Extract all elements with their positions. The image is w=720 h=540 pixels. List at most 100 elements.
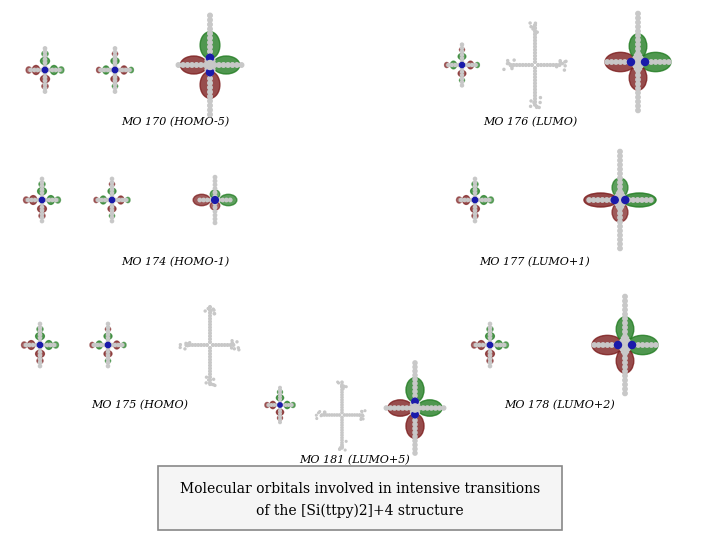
- Circle shape: [213, 194, 217, 198]
- Circle shape: [461, 43, 464, 46]
- Circle shape: [43, 72, 47, 75]
- Circle shape: [233, 348, 235, 350]
- Circle shape: [110, 181, 114, 184]
- Circle shape: [341, 442, 343, 444]
- Circle shape: [618, 343, 623, 347]
- Circle shape: [534, 82, 536, 85]
- Ellipse shape: [126, 197, 130, 202]
- Circle shape: [43, 61, 47, 64]
- Circle shape: [48, 198, 50, 201]
- Circle shape: [623, 356, 627, 360]
- Circle shape: [534, 70, 536, 72]
- Circle shape: [591, 198, 596, 202]
- Ellipse shape: [220, 194, 237, 206]
- Circle shape: [621, 350, 624, 353]
- Circle shape: [618, 158, 622, 163]
- Circle shape: [120, 69, 124, 72]
- Circle shape: [605, 198, 609, 202]
- Ellipse shape: [459, 48, 464, 52]
- Circle shape: [474, 209, 477, 212]
- Circle shape: [417, 406, 421, 410]
- Ellipse shape: [40, 57, 50, 65]
- Circle shape: [205, 382, 207, 384]
- Circle shape: [341, 391, 343, 394]
- Circle shape: [463, 198, 466, 201]
- Ellipse shape: [122, 342, 126, 348]
- Circle shape: [534, 73, 536, 76]
- Ellipse shape: [629, 34, 647, 58]
- Circle shape: [633, 65, 636, 68]
- Circle shape: [361, 414, 364, 416]
- Circle shape: [413, 451, 417, 455]
- Circle shape: [477, 198, 480, 201]
- Circle shape: [534, 51, 536, 54]
- Circle shape: [454, 64, 456, 66]
- Circle shape: [587, 198, 591, 202]
- Ellipse shape: [456, 197, 462, 203]
- Circle shape: [42, 68, 48, 73]
- Circle shape: [341, 406, 343, 409]
- Circle shape: [487, 198, 490, 201]
- Circle shape: [488, 357, 492, 361]
- Circle shape: [47, 69, 50, 72]
- Circle shape: [530, 26, 532, 28]
- Circle shape: [279, 407, 282, 409]
- Circle shape: [623, 352, 627, 356]
- Circle shape: [636, 69, 640, 73]
- Circle shape: [564, 65, 566, 67]
- Circle shape: [40, 220, 44, 222]
- Circle shape: [623, 382, 627, 387]
- Ellipse shape: [37, 205, 46, 212]
- Circle shape: [467, 64, 470, 66]
- Circle shape: [209, 332, 211, 335]
- Circle shape: [503, 343, 505, 347]
- Circle shape: [43, 90, 47, 93]
- Circle shape: [413, 427, 417, 430]
- Circle shape: [616, 192, 619, 194]
- Ellipse shape: [109, 214, 114, 218]
- Circle shape: [521, 64, 524, 66]
- Circle shape: [624, 335, 626, 338]
- Circle shape: [618, 228, 622, 233]
- Circle shape: [24, 343, 27, 347]
- Ellipse shape: [451, 61, 456, 69]
- Circle shape: [235, 63, 239, 68]
- Circle shape: [474, 205, 477, 208]
- Ellipse shape: [109, 182, 114, 186]
- Circle shape: [629, 341, 636, 348]
- Circle shape: [211, 71, 214, 73]
- Circle shape: [636, 70, 639, 72]
- Circle shape: [341, 436, 343, 439]
- Circle shape: [441, 406, 446, 410]
- Circle shape: [341, 429, 343, 431]
- Ellipse shape: [612, 202, 628, 222]
- Circle shape: [38, 322, 42, 326]
- Circle shape: [105, 342, 111, 348]
- Circle shape: [623, 378, 627, 382]
- Circle shape: [185, 343, 188, 346]
- Ellipse shape: [90, 342, 94, 348]
- Circle shape: [333, 414, 336, 416]
- Circle shape: [622, 203, 625, 206]
- Circle shape: [645, 343, 649, 347]
- Circle shape: [338, 382, 339, 384]
- Circle shape: [279, 413, 282, 415]
- Circle shape: [213, 313, 215, 315]
- Circle shape: [232, 343, 234, 345]
- Circle shape: [470, 198, 473, 201]
- Circle shape: [631, 198, 636, 202]
- Circle shape: [109, 197, 114, 202]
- Circle shape: [413, 447, 417, 451]
- Circle shape: [318, 412, 320, 414]
- Circle shape: [337, 381, 338, 383]
- Circle shape: [212, 343, 215, 346]
- Circle shape: [618, 207, 622, 211]
- Circle shape: [534, 94, 536, 97]
- Circle shape: [549, 64, 552, 66]
- Circle shape: [44, 198, 47, 201]
- Circle shape: [654, 60, 658, 64]
- Ellipse shape: [467, 61, 474, 69]
- Circle shape: [614, 343, 618, 347]
- Circle shape: [209, 306, 211, 308]
- Circle shape: [488, 326, 492, 329]
